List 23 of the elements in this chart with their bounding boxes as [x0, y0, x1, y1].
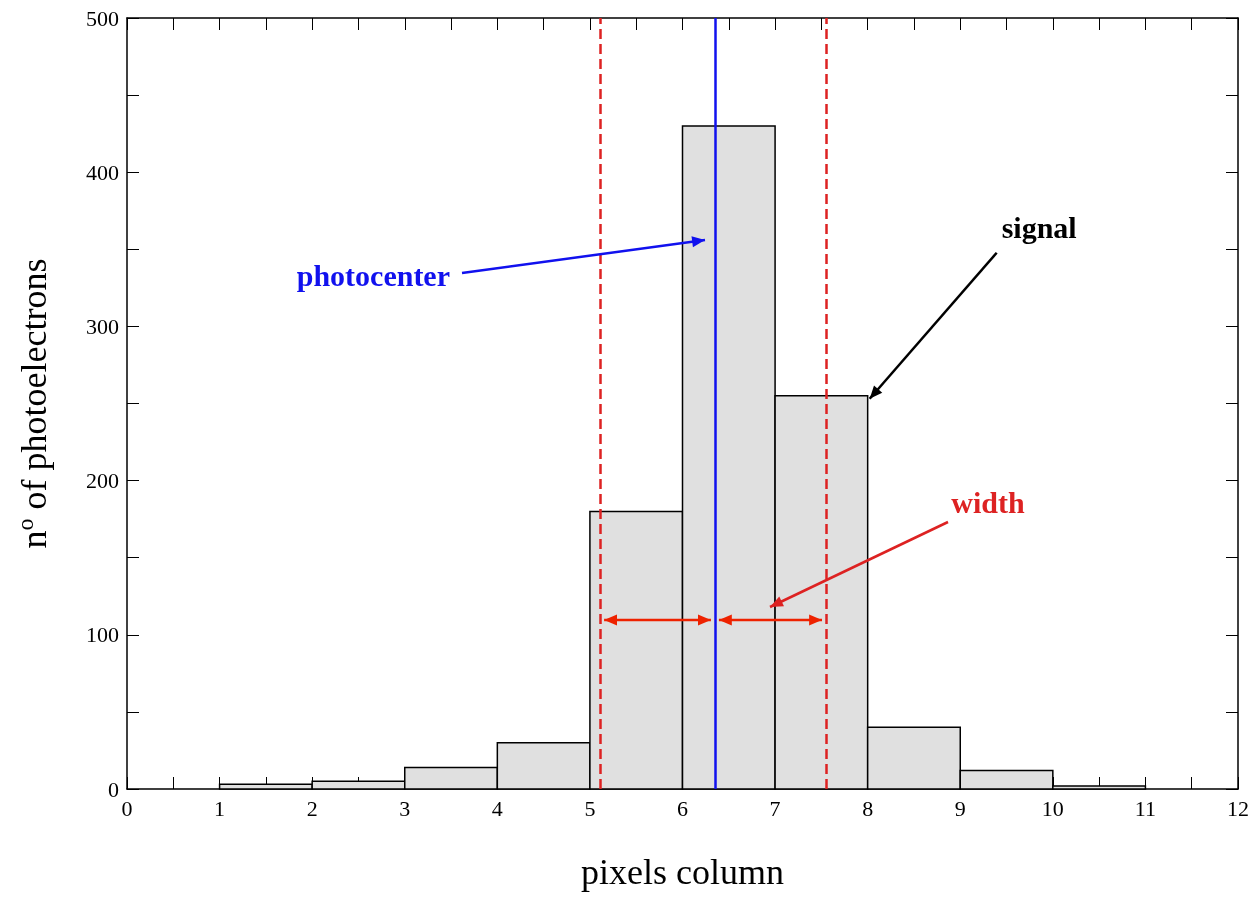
- y-axis-title: no of photoelectrons: [12, 258, 54, 549]
- y-tick-label: 300: [86, 313, 119, 339]
- x-axis-title: pixels column: [581, 852, 784, 892]
- x-tick-label: 9: [954, 795, 966, 821]
- y-tick-label: 500: [86, 5, 119, 31]
- x-tick-label: 4: [491, 795, 503, 821]
- annotation: width: [951, 485, 1025, 519]
- x-tick-label: 6: [677, 795, 688, 821]
- annotation: signal: [1001, 211, 1077, 245]
- y-tick-label: 400: [86, 159, 119, 185]
- y-tick-label: 0: [108, 776, 119, 802]
- x-tick-label: 12: [1227, 795, 1249, 821]
- x-tick-label: 10: [1041, 795, 1064, 821]
- x-tick-label: 8: [862, 795, 874, 821]
- x-tick-label: 1: [214, 795, 226, 821]
- x-tick-label: 2: [306, 795, 318, 821]
- x-tick-label: 3: [399, 795, 411, 821]
- y-tick-label: 100: [86, 622, 119, 648]
- annotation: photocenter: [296, 258, 450, 292]
- x-tick-label: 11: [1134, 795, 1157, 821]
- x-tick-label: 7: [769, 795, 781, 821]
- x-tick-label: 5: [584, 795, 596, 821]
- y-tick-label: 200: [86, 468, 119, 494]
